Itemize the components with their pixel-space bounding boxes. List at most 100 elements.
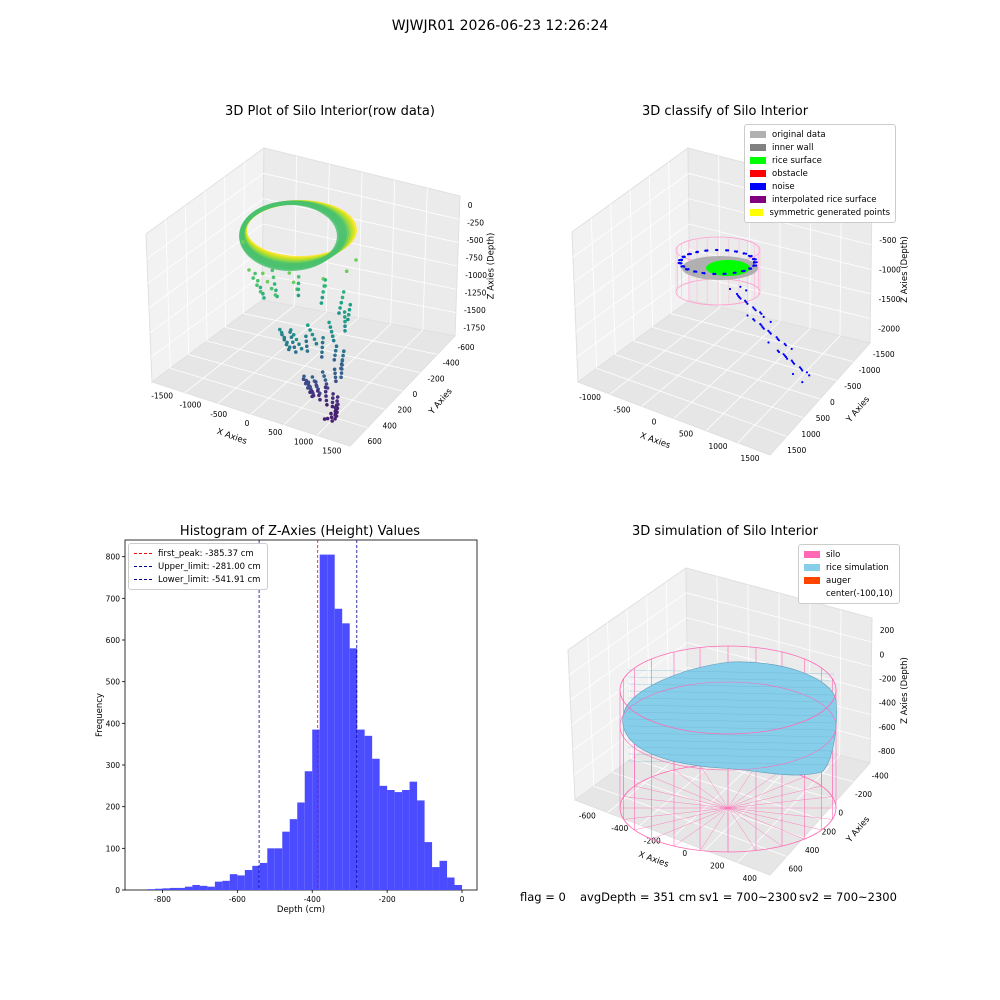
- p2-zlabel: Z Axies (Depth): [900, 236, 910, 303]
- p1-point: [269, 286, 274, 291]
- p2-ytick: -1500: [873, 350, 895, 359]
- p4-xlabel: X Axies: [637, 850, 670, 870]
- p4-silo-top: [619, 645, 837, 735]
- p1-point: [296, 281, 301, 286]
- p1-point: [328, 325, 333, 329]
- p1-point: [296, 293, 301, 298]
- p4-surface-mesh: [627, 760, 835, 766]
- p3-legend-label: first_peak: -385.37 cm: [158, 548, 254, 559]
- p1-point: [305, 344, 309, 349]
- p1-point: [258, 285, 263, 290]
- p2-noise-point: [732, 271, 735, 275]
- p2-ytick: 500: [816, 414, 831, 423]
- p1-point: [320, 370, 325, 374]
- p2-ztick: -500: [879, 236, 896, 245]
- p1-point: [299, 346, 304, 351]
- p1-ytick: 0: [413, 390, 418, 399]
- p3-bar: [267, 848, 275, 890]
- p2-legend-swatch: [750, 196, 766, 203]
- p1-point: [340, 295, 345, 300]
- p1-point: [321, 290, 326, 294]
- p1-point: [272, 282, 277, 286]
- p4-ytick: 600: [788, 865, 803, 874]
- p1-point: [325, 403, 329, 407]
- p4-xtick: -200: [644, 836, 661, 845]
- p1-point: [253, 271, 257, 276]
- p4-ytick: 0: [838, 809, 843, 818]
- p2-noise-point: [786, 357, 789, 360]
- p4-silo-spoke: [727, 776, 805, 809]
- p1-point: [322, 284, 327, 288]
- p1-point: [271, 275, 276, 280]
- p1-point: [296, 287, 301, 292]
- p1-point: [297, 342, 301, 347]
- p4-grid: [737, 609, 842, 863]
- p1-point: [329, 411, 333, 416]
- p3-ytick: 0: [115, 886, 120, 895]
- p1-point: [332, 358, 337, 362]
- p2-legend-label: noise: [772, 181, 795, 192]
- p3-bar: [334, 608, 343, 890]
- p2-noise-point: [793, 362, 796, 365]
- p2-legend-swatch: [750, 170, 766, 177]
- p2-noise-point: [760, 324, 763, 327]
- p2-noise-point: [769, 320, 772, 323]
- p1-point: [342, 310, 347, 314]
- p2-noise-point: [745, 289, 748, 292]
- p1-point: [344, 269, 349, 274]
- p1-point: [287, 345, 292, 350]
- p4-ztick: 200: [880, 626, 895, 635]
- p4-grid: [570, 617, 872, 701]
- p1-grid: [146, 172, 460, 259]
- p1-point: [325, 416, 330, 421]
- p1-point: [331, 392, 335, 396]
- p4-ytick: -400: [872, 771, 889, 780]
- p1-point: [294, 350, 298, 354]
- p3-ytick: 800: [106, 553, 121, 562]
- p3-bar: [229, 874, 238, 890]
- p1-point: [289, 328, 293, 332]
- p2-noise-point: [748, 267, 751, 270]
- p4-legend-item: rice simulation: [804, 561, 894, 574]
- p2-noise-point: [684, 268, 688, 271]
- p4-surface-mesh: [627, 676, 835, 682]
- p2-noise-point: [727, 249, 730, 252]
- p4-legend-swatch: [804, 590, 820, 597]
- p2-noise-point: [784, 355, 788, 359]
- panel3-title: Histogram of Z-Axies (Height) Values: [179, 524, 421, 539]
- p2-noise-point: [752, 261, 756, 264]
- p3-bar: [199, 885, 208, 890]
- p1-point: [321, 336, 325, 340]
- p1-point: [333, 348, 338, 353]
- p1-point: [341, 290, 346, 294]
- p2-noise-point: [748, 255, 752, 258]
- p3-xtick: -600: [229, 895, 246, 904]
- p1-grid: [147, 198, 459, 284]
- p2-noise-point: [701, 271, 704, 275]
- p1-point: [331, 396, 335, 400]
- p4-legend-swatch: [804, 577, 820, 584]
- p2-legend-label: inner wall: [772, 142, 814, 153]
- p3-bar: [402, 790, 410, 890]
- p4-silo-spoke: [651, 776, 729, 809]
- p2-legend-label: original data: [772, 129, 826, 140]
- p2-noise-point: [716, 248, 719, 252]
- p1-ztick: -1750: [463, 323, 485, 332]
- p1-point: [312, 337, 317, 342]
- p1-point: [311, 393, 316, 398]
- p1-point: [343, 329, 347, 333]
- p1-xtick: 0: [245, 419, 250, 428]
- p2-ztick: -1000: [879, 266, 901, 275]
- p3-bar: [379, 785, 388, 890]
- p3-bar: [327, 554, 335, 890]
- p2-xtick: 0: [652, 417, 657, 426]
- p2-legend-swatch: [750, 131, 766, 138]
- p2-noise-point: [739, 297, 742, 300]
- p1-point: [304, 334, 308, 339]
- p2-noise-point: [801, 369, 804, 372]
- p2-xtick: 1500: [740, 454, 759, 463]
- p3-bar: [237, 875, 245, 890]
- p4-silo-spoke: [699, 807, 729, 851]
- p4-legend-swatch: [804, 564, 820, 571]
- p1-point: [306, 380, 311, 385]
